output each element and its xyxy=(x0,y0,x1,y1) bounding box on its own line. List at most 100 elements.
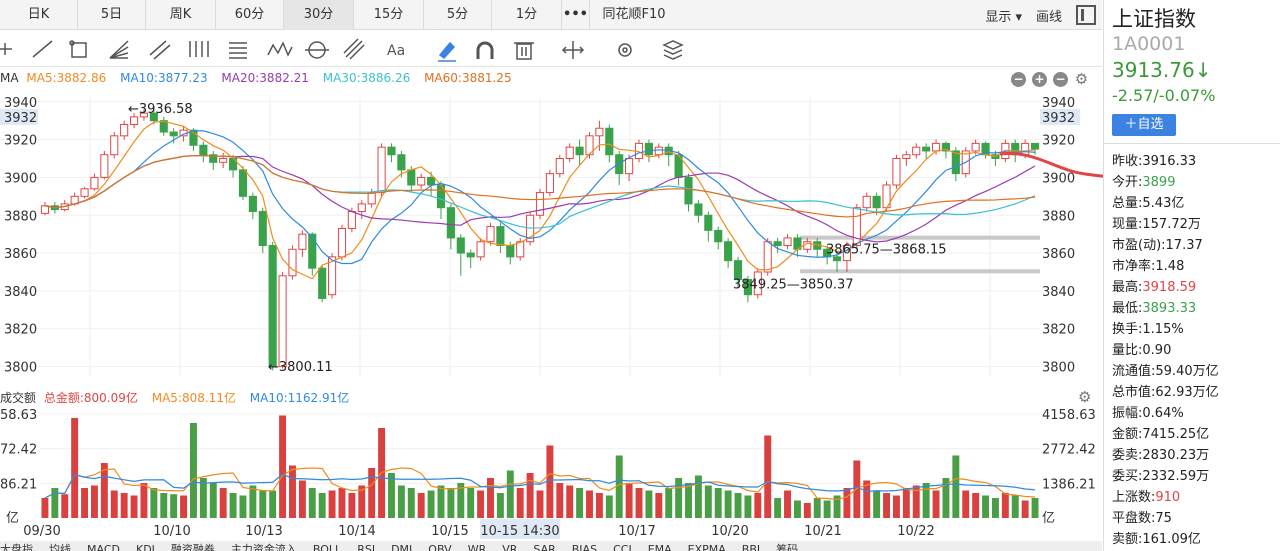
minimize-icon[interactable]: − xyxy=(1053,72,1068,87)
volume-bar xyxy=(348,492,356,518)
zoom-out-icon[interactable]: − xyxy=(1011,72,1026,87)
volume-bar xyxy=(496,492,504,518)
volume-bar xyxy=(457,482,465,518)
indicator-tab[interactable]: EMA xyxy=(647,543,672,551)
stat-value: 3916.33 xyxy=(1142,154,1197,169)
trash-icon[interactable] xyxy=(514,42,534,60)
parallel-lines-icon[interactable] xyxy=(189,41,209,57)
volume-bar xyxy=(982,495,990,518)
indicator-tab[interactable]: EXPMA xyxy=(687,543,726,551)
stat-label: 市净率: xyxy=(1112,259,1156,274)
display-dropdown[interactable]: 显示 ▾ xyxy=(985,9,1022,25)
volume-bar xyxy=(160,492,168,518)
volume-ma10-label: MA10:1162.91亿 xyxy=(249,391,350,405)
indicator-tab[interactable]: 融资融券 xyxy=(170,543,215,551)
candle-body xyxy=(951,150,960,175)
stat-row: 委买:2332.59万 xyxy=(1112,465,1209,484)
indicator-tab[interactable]: DMI xyxy=(391,543,413,551)
y-tick-label-left: 3940 xyxy=(4,96,37,111)
volume-bar xyxy=(318,492,326,518)
volume-bar xyxy=(902,487,910,518)
eraser-icon[interactable] xyxy=(438,41,456,62)
tab-60min[interactable]: 60分 xyxy=(216,0,284,30)
stat-value: 17.37 xyxy=(1165,238,1203,253)
resize-icon[interactable] xyxy=(561,41,585,59)
tab-5day[interactable]: 5日 xyxy=(78,0,146,30)
indicator-tab[interactable]: RSI xyxy=(357,543,376,551)
candle-body xyxy=(189,129,198,146)
indicator-tab[interactable]: BOLL xyxy=(312,543,342,551)
stat-label: 现量: xyxy=(1112,217,1143,232)
draw-lines-button[interactable]: 画线 xyxy=(1035,9,1062,25)
magnet-icon[interactable] xyxy=(476,41,494,59)
indicator-tab[interactable]: VR xyxy=(502,543,518,551)
candle-body xyxy=(902,154,911,160)
candle-body xyxy=(733,260,743,281)
candle-body xyxy=(575,146,584,156)
indicator-tab[interactable]: 主力资金流入 xyxy=(230,543,297,551)
segment-icon[interactable] xyxy=(32,40,53,58)
stat-value: 2332.59万 xyxy=(1142,469,1210,484)
volume-bar xyxy=(793,500,801,518)
fibonacci-icon[interactable] xyxy=(229,42,247,59)
indicator-tab[interactable]: SAR xyxy=(533,543,556,551)
indicator-tab[interactable]: BBI xyxy=(741,543,761,551)
wave-icon[interactable] xyxy=(267,41,293,57)
volume-bar xyxy=(932,490,940,518)
indicator-tab[interactable]: 大盘指 xyxy=(0,543,33,551)
indicator-tab[interactable]: KDJ xyxy=(135,543,155,551)
fan-icon[interactable] xyxy=(109,40,129,59)
header-right: 显示 ▾ 画线 xyxy=(985,0,1102,30)
volume-bar xyxy=(269,490,277,518)
tab-15min[interactable]: 15分 xyxy=(354,0,424,30)
stat-row: 总市值:62.93万亿 xyxy=(1112,381,1219,400)
crosshair-time-highlight xyxy=(480,519,560,539)
volume-settings-icon[interactable]: ⚙ xyxy=(1078,388,1092,406)
volume-bar xyxy=(605,495,613,518)
volume-bar xyxy=(120,492,128,518)
text-icon[interactable]: Aa xyxy=(387,43,405,59)
stat-label: 总市值: xyxy=(1112,385,1156,400)
sidebar-toggle-icon[interactable] xyxy=(1076,5,1096,25)
zoom-in-icon[interactable]: + xyxy=(1032,72,1047,87)
candle-body xyxy=(922,146,931,152)
tab-5min[interactable]: 5分 xyxy=(424,0,492,30)
ray-line-icon[interactable] xyxy=(0,43,12,55)
chart-settings-icon[interactable]: ⚙ xyxy=(1074,70,1089,88)
stat-row: 上涨数:910 xyxy=(1112,486,1180,505)
stat-row: 金额:7415.25亿 xyxy=(1112,423,1209,442)
rectangle-icon[interactable] xyxy=(69,40,87,58)
layers-icon[interactable] xyxy=(662,40,684,60)
tab-weekly[interactable]: 周K xyxy=(146,0,216,30)
tab-more[interactable]: ••• xyxy=(562,0,590,30)
candle-body xyxy=(238,169,248,197)
candle-body xyxy=(545,173,554,194)
tab-30min[interactable]: 30分 xyxy=(284,0,354,30)
indicator-tab[interactable]: WR xyxy=(467,543,487,551)
pitchfork-icon[interactable] xyxy=(343,38,365,60)
candle-body xyxy=(684,176,693,205)
volume-bar xyxy=(427,490,435,518)
tab-daily[interactable]: 日K xyxy=(0,0,78,30)
drawing-tools-icons[interactable]: Aa xyxy=(0,31,700,67)
indicator-tab[interactable]: BIAS xyxy=(571,543,598,551)
channel-icon[interactable] xyxy=(149,40,171,60)
indicator-tab[interactable]: 均线 xyxy=(49,543,71,551)
volume-legend: 成交额 总金额:800.09亿 MA5:808.11亿 MA10:1162.91… xyxy=(0,389,359,406)
volume-chart[interactable]: 4158.63 58.63 2772.42 72.42 1386.21 86.21 亿 亿 09… xyxy=(0,388,1102,540)
candle-body xyxy=(763,241,772,273)
indicator-tab[interactable]: OBV xyxy=(428,543,452,551)
indicator-tab[interactable]: CCI xyxy=(613,543,632,551)
tab-1min[interactable]: 1分 xyxy=(492,0,562,30)
tab-f10[interactable]: 同花顺F10 xyxy=(602,7,666,22)
volume-bar xyxy=(675,477,683,518)
indicator-tab[interactable]: MACD xyxy=(87,543,120,551)
candle-body xyxy=(90,176,99,190)
settings-icon[interactable] xyxy=(618,43,632,57)
indicator-tab[interactable]: 筹码 xyxy=(776,543,799,551)
add-watchlist-button[interactable]: ＋自选 xyxy=(1112,114,1176,136)
drawing-toolbar: Aa xyxy=(0,31,1102,67)
cycle-icon[interactable] xyxy=(305,41,329,59)
